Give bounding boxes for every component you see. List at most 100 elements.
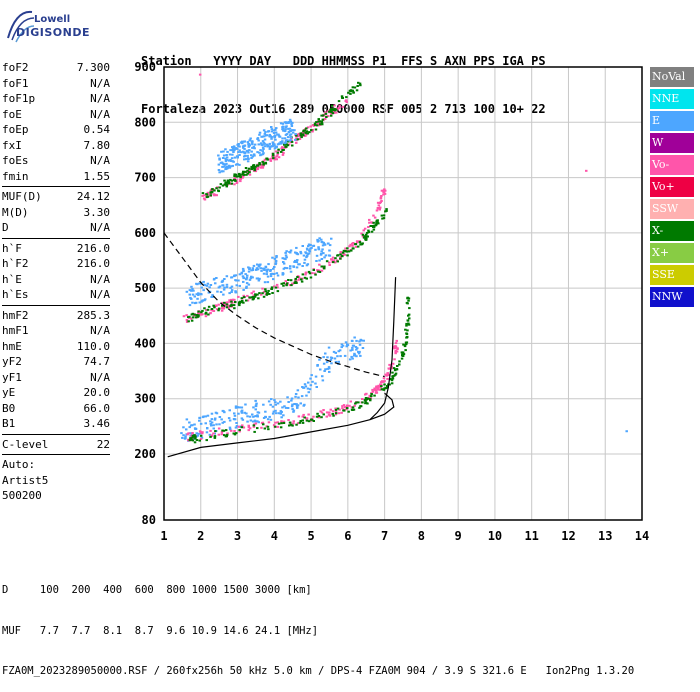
echo-point-xminus [263,427,267,430]
echo-point-xminus [193,441,197,444]
echo-point-vominus [226,301,229,304]
echo-point-xminus [272,157,275,160]
echo-point-xminus [288,424,291,427]
x-tick-label: 3 [234,529,241,543]
x-tick-label: 7 [381,529,388,543]
echo-point-xminus [358,406,361,409]
echo-point-e [272,129,275,132]
echo-point-xminus [285,143,288,146]
echo-point-e [203,283,206,286]
echo-point-e [188,421,191,424]
echo-point-xminus [334,408,338,411]
echo-point-e [243,411,246,414]
echo-point-xminus [380,388,384,391]
echo-point-e [243,152,247,155]
echo-point-e [245,287,248,289]
echo-point-xminus [320,416,323,419]
echo-point-e [282,129,285,132]
echo-point-xminus [250,168,253,171]
echo-point-xminus [246,169,249,172]
echo-point-e [288,121,291,123]
echo-point-xminus [308,272,312,275]
echo-point-xminus [207,313,210,316]
echo-point-xminus [267,289,270,292]
param-row: fmin 1.55 [2,169,110,185]
param-separator [2,454,110,455]
echo-point-e [239,151,243,154]
echo-point-xminus [344,250,347,252]
echo-point-e [266,281,270,284]
echo-point-vominus [349,243,352,246]
echo-point-vominus [394,342,398,345]
echo-point-e [250,154,253,157]
echo-point-e [301,265,304,267]
echo-point-e [199,422,203,425]
echo-point-xminus [317,120,321,123]
electron-density-profile [167,392,395,458]
echo-point-xminus [302,130,305,133]
echo-point-e [289,120,293,123]
echo-point-e [237,279,240,282]
echo-point-e [228,166,232,169]
echo-point-e [240,406,244,409]
echo-point-vominus [327,411,330,414]
echo-point-xminus [341,97,344,99]
echo-point-e [193,427,197,430]
echo-point-xminus [276,151,280,154]
echo-point-e [270,128,274,131]
echo-point-e [358,343,362,346]
echo-point-xminus [281,149,284,151]
echo-point-e [273,257,277,260]
echo-point-xminus [346,254,349,257]
echo-point-e [273,136,276,139]
echo-point-e [244,278,248,281]
echo-point-e [300,395,304,398]
echo-point-xminus [215,187,218,190]
echo-point-vominus [205,309,208,311]
echo-point-xminus [408,307,411,310]
echo-point-xminus [320,114,323,117]
echo-point-e [218,285,222,288]
echo-point-e [289,133,293,136]
echo-point-xminus [234,173,238,176]
echo-point-e [215,423,218,426]
echo-point-xminus [402,353,406,356]
echo-point-e [290,125,294,127]
echo-point-vominus [197,312,200,315]
echo-point-vominus [344,100,347,102]
echo-point-e [280,416,283,419]
echo-point-e [288,127,292,130]
echo-point-e [273,144,276,147]
echo-point-vominus [230,298,233,301]
echo-point-e [327,346,331,349]
echo-point-e [318,259,321,262]
echo-point-xminus [252,424,256,427]
param-name: M(D) [2,205,29,219]
echo-point-xminus [405,301,409,304]
echo-point-e [241,145,245,148]
echo-point-e [234,274,238,277]
echo-point-vominus [297,415,301,418]
echo-point-e [284,141,287,144]
echo-point-vominus [274,150,278,153]
echo-point-e [252,406,255,409]
echo-point-vominus [364,393,367,396]
echo-point-vominus [351,242,354,245]
echo-point-vominus [247,424,250,427]
echo-point-xminus [339,253,342,256]
echo-point-e [282,414,285,417]
echo-point-vominus [274,421,277,424]
echo-point-vominus [275,158,278,161]
echo-point-e [258,264,261,267]
echo-point-isolated [625,430,628,433]
echo-point-vominus [187,432,190,435]
echo-point-vominus [304,273,307,276]
echo-point-e [212,427,215,430]
echo-point-vominus [344,247,347,250]
echo-point-vominus [375,209,379,212]
echo-point-e [341,344,345,347]
echo-point-e [268,147,272,150]
echo-point-e [243,154,247,157]
echo-point-xminus [233,175,236,177]
echo-point-xminus [353,86,357,89]
